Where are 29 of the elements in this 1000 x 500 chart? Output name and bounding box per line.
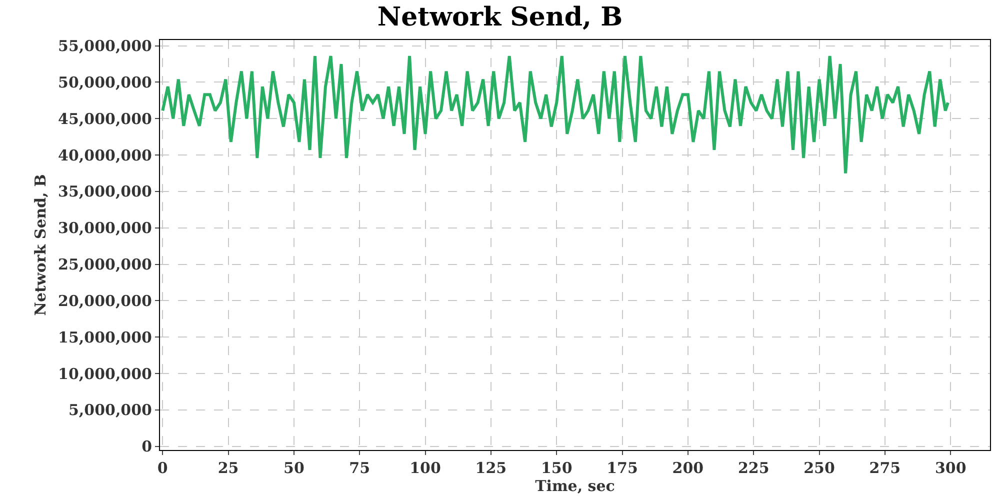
y-tick-label: 10,000,000 [58,364,152,383]
line-series [161,54,950,175]
x-tick-label: 25 [218,459,239,477]
x-tick-label: 150 [540,459,572,477]
x-tick-label: 175 [606,459,638,477]
x-tick-label: 225 [738,459,770,477]
y-tick-label: 45,000,000 [58,110,152,128]
x-tick-label: 200 [672,459,704,477]
y-tick-label: 25,000,000 [58,256,152,274]
y-tick-label: 40,000,000 [58,146,152,164]
y-tick-label: 35,000,000 [58,182,152,201]
x-tick-label: 50 [284,459,304,477]
x-tick-label: 300 [934,459,966,477]
y-tick-label: 55,000,000 [58,37,152,56]
x-axis-title: Time, sec [535,477,615,495]
x-tick-label: 250 [804,459,835,477]
y-tick-label: 15,000,000 [58,328,152,346]
y-axis-title: Network Send, B [31,174,50,316]
y-tick-label: 0 [142,438,152,456]
y-tick-label: 30,000,000 [58,219,152,238]
x-tick-label: 275 [869,459,901,477]
x-tick-label: 0 [157,459,168,477]
chart-title: Network Send, B [377,2,623,33]
y-tick-label: 50,000,000 [58,73,152,92]
x-tick-label: 100 [410,459,441,477]
y-tick-label: 5,000,000 [68,401,152,420]
y-tick-label: 20,000,000 [58,292,152,310]
x-tick-label: 125 [475,459,507,477]
x-tick-label: 75 [349,459,370,477]
